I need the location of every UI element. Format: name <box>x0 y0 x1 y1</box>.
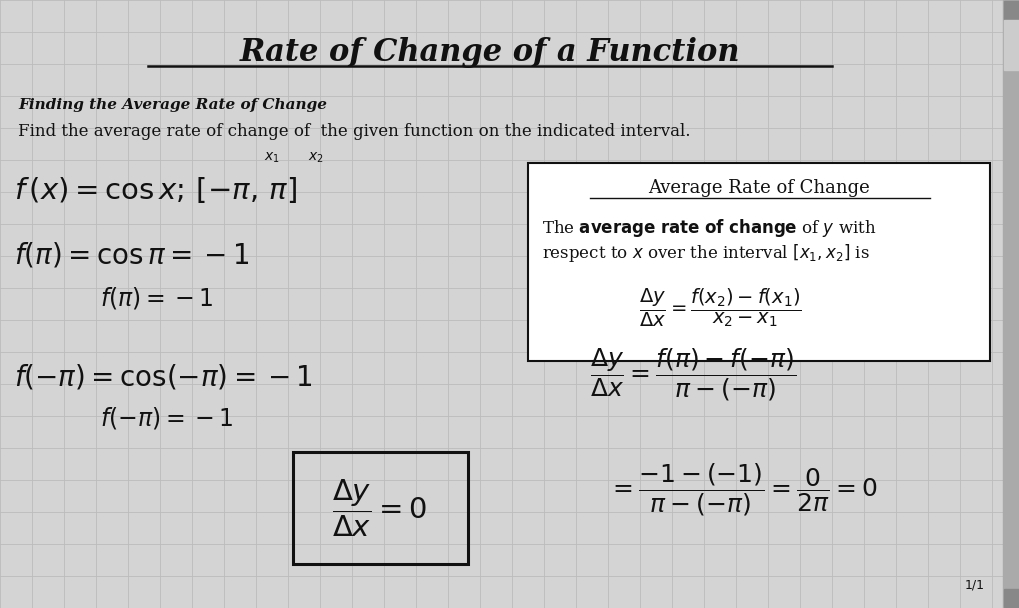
Bar <box>1002 0 1019 608</box>
Text: $= \dfrac{-1-(-1)}{\pi - (-\pi)} = \dfrac{0}{2\pi} = 0$: $= \dfrac{-1-(-1)}{\pi - (-\pi)} = \dfra… <box>607 461 876 519</box>
Text: Average Rate of Change: Average Rate of Change <box>647 179 869 197</box>
Text: $\dfrac{\Delta y}{\Delta x} = \dfrac{f(\pi) - f(-\pi)}{\pi - (-\pi)}$: $\dfrac{\Delta y}{\Delta x} = \dfrac{f(\… <box>589 347 795 403</box>
Text: $\dfrac{\Delta y}{\Delta x} = \dfrac{f(x_2) - f(x_1)}{x_2 - x_1}$: $\dfrac{\Delta y}{\Delta x} = \dfrac{f(x… <box>638 286 801 330</box>
Bar <box>1003 1 1018 19</box>
Text: $x_1$: $x_1$ <box>264 151 279 165</box>
Text: $x_2$: $x_2$ <box>308 151 324 165</box>
Text: The $\mathbf{average\ rate\ of\ change}$ of $y$ with: The $\mathbf{average\ rate\ of\ change}$… <box>541 217 875 239</box>
Text: Finding the Average Rate of Change: Finding the Average Rate of Change <box>18 98 327 112</box>
Bar <box>292 452 468 564</box>
Text: Rate of Change of a Function: Rate of Change of a Function <box>239 36 740 67</box>
Text: respect to $x$ over the interval $[x_1, x_2]$ is: respect to $x$ over the interval $[x_1, … <box>541 242 869 264</box>
Bar <box>528 163 989 361</box>
Text: $f\,(x) = \cos x;\,[-\pi,\,\pi]$: $f\,(x) = \cos x;\,[-\pi,\,\pi]$ <box>14 175 297 205</box>
Text: 1/1: 1/1 <box>964 579 984 592</box>
Text: $f(\pi) = -1$: $f(\pi) = -1$ <box>100 285 214 311</box>
Bar <box>1003 20 1018 70</box>
Text: $f(\pi) = \cos\pi = -1$: $f(\pi) = \cos\pi = -1$ <box>14 241 249 269</box>
Text: $f(-\pi) = -1$: $f(-\pi) = -1$ <box>100 405 233 431</box>
Text: $f(-\pi) = \cos(-\pi) = -1$: $f(-\pi) = \cos(-\pi) = -1$ <box>14 362 313 392</box>
Text: $\dfrac{\Delta y}{\Delta x} = 0$: $\dfrac{\Delta y}{\Delta x} = 0$ <box>332 477 427 539</box>
Bar <box>1003 589 1018 607</box>
Text: Find the average rate of change of  the given function on the indicated interval: Find the average rate of change of the g… <box>18 123 690 140</box>
